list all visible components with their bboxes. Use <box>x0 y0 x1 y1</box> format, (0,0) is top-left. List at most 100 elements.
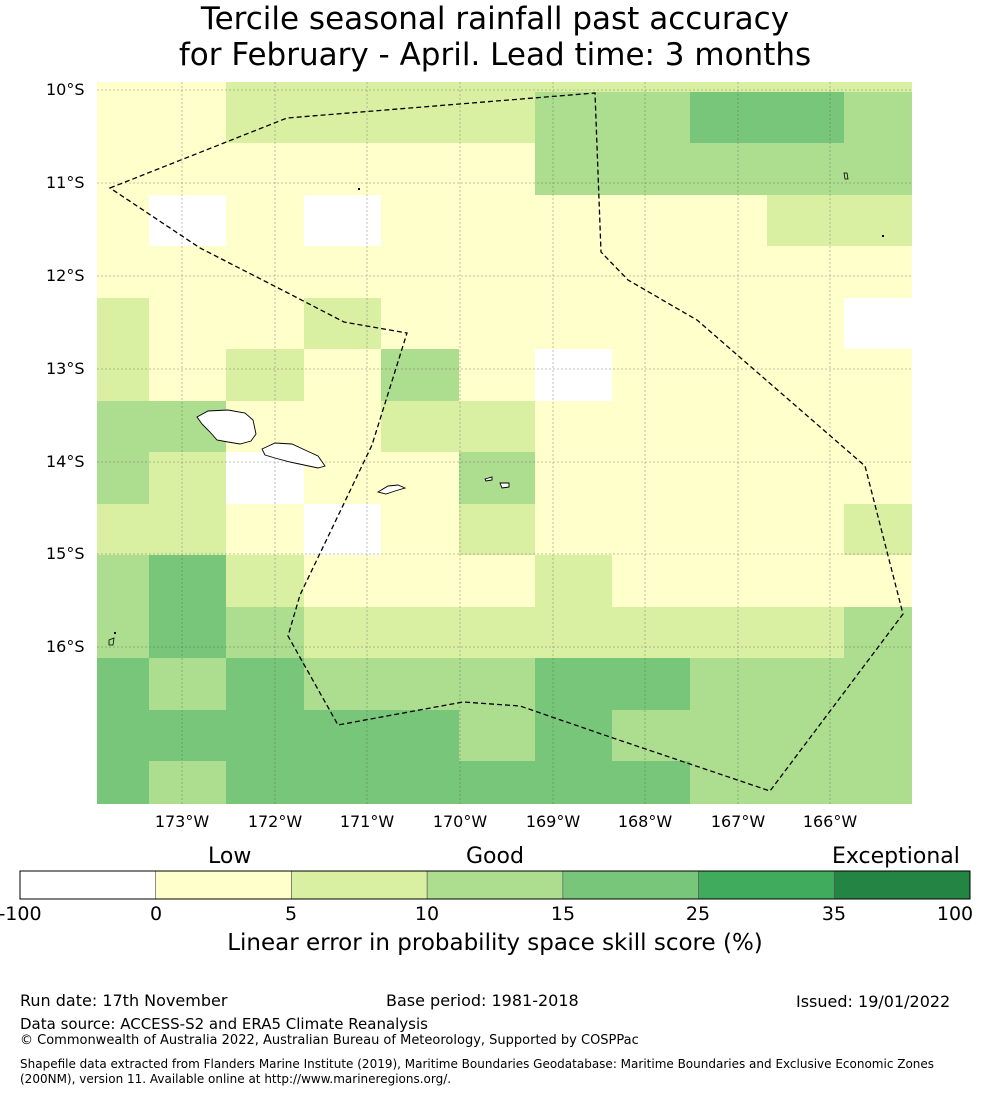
colorbar-tick: 10 <box>414 903 440 925</box>
lat-label-12s: 12°S <box>46 266 85 285</box>
grid-cell <box>844 607 912 658</box>
grid-cell <box>767 92 844 143</box>
grid-cell <box>381 401 459 452</box>
grid-cell <box>690 761 767 804</box>
grid-cell <box>535 504 612 555</box>
grid-cell <box>381 246 459 298</box>
grid-cell <box>304 349 381 401</box>
grid-cell <box>149 607 226 658</box>
grid-cell <box>844 195 912 246</box>
grid-cell <box>767 298 844 349</box>
lon-label-172w: 172°W <box>247 812 303 831</box>
grid-cell <box>612 195 690 246</box>
grid-cell <box>767 555 844 607</box>
legend-category-low: Low <box>208 844 252 869</box>
grid-cell <box>304 658 381 710</box>
grid-cell <box>844 658 912 710</box>
lon-label-169w: 169°W <box>525 812 581 831</box>
grid-cell <box>97 555 149 607</box>
grid-cell <box>767 452 844 504</box>
grid-cell <box>97 143 149 195</box>
colorbar-segment <box>426 870 564 900</box>
grid-cell <box>612 349 690 401</box>
grid-cell <box>149 298 226 349</box>
lat-label-15s: 15°S <box>46 544 85 563</box>
grid-cell <box>535 349 612 401</box>
grid-cell <box>535 92 612 143</box>
grid-cell <box>381 452 459 504</box>
grid-cell <box>767 504 844 555</box>
small-island-5 <box>114 632 116 634</box>
lon-label-171w: 171°W <box>339 812 395 831</box>
grid-cell <box>149 658 226 710</box>
grid-cell <box>97 246 149 298</box>
grid-cell <box>612 82 690 92</box>
lon-label-166w: 166°W <box>802 812 858 831</box>
grid-cell <box>767 401 844 452</box>
grid-cell <box>844 92 912 143</box>
grid-cell <box>459 504 535 555</box>
savaii-island <box>196 409 257 445</box>
grid-cell <box>459 143 535 195</box>
grid-cell <box>97 710 149 761</box>
manua-island-2 <box>499 482 510 489</box>
grid-cell <box>844 401 912 452</box>
lon-label-167w: 167°W <box>710 812 766 831</box>
small-island-1 <box>358 188 360 190</box>
grid-cell <box>304 710 381 761</box>
issued-date: Issued: 19/01/2022 <box>796 992 951 1011</box>
grid-cell <box>97 761 149 804</box>
grid-cell <box>535 82 612 92</box>
grid-cell <box>767 195 844 246</box>
grid-cell <box>844 246 912 298</box>
grid-cell <box>535 555 612 607</box>
grid-cell <box>612 298 690 349</box>
grid-cell <box>612 710 690 761</box>
grid-cell <box>844 555 912 607</box>
grid-cell <box>97 298 149 349</box>
grid-cell <box>844 143 912 195</box>
grid-cell <box>459 195 535 246</box>
grid-cell <box>767 658 844 710</box>
colorbar-segment <box>833 870 971 900</box>
colorbar-segment <box>19 870 157 900</box>
grid-cell <box>612 246 690 298</box>
grid-cell <box>459 298 535 349</box>
grid-cell <box>304 504 381 555</box>
grid-cell <box>226 710 304 761</box>
grid-cell <box>97 401 149 452</box>
small-island-4 <box>108 637 115 646</box>
copyright: © Commonwealth of Australia 2022, Austra… <box>20 1033 639 1048</box>
grid-cell <box>97 82 149 92</box>
grid-cell <box>690 504 767 555</box>
grid-cell <box>535 658 612 710</box>
small-island-3 <box>882 235 884 237</box>
grid-cell <box>97 607 149 658</box>
grid-cell <box>304 761 381 804</box>
grid-cell <box>767 710 844 761</box>
grid-cell <box>381 92 459 143</box>
grid-cell <box>535 401 612 452</box>
grid-cell <box>459 607 535 658</box>
grid-cell <box>690 607 767 658</box>
grid-cell <box>149 504 226 555</box>
grid-cell <box>381 710 459 761</box>
grid-cell <box>690 658 767 710</box>
grid-cell <box>459 761 535 804</box>
grid-cell <box>304 82 381 92</box>
grid-cell <box>535 710 612 761</box>
colorbar-tick: 5 <box>284 903 298 925</box>
grid-cell <box>612 92 690 143</box>
upolu-island <box>261 442 326 469</box>
grid-cell <box>767 349 844 401</box>
grid-cell <box>612 555 690 607</box>
grid-cell <box>690 246 767 298</box>
data-source: Data source: ACCESS-S2 and ERA5 Climate … <box>20 1015 428 1033</box>
grid-cell <box>844 349 912 401</box>
grid-cell <box>226 298 304 349</box>
lat-label-16s: 16°S <box>46 637 85 656</box>
grid-cell <box>690 555 767 607</box>
grid-cell <box>612 143 690 195</box>
grid-cell <box>690 82 767 92</box>
grid-cell <box>612 658 690 710</box>
